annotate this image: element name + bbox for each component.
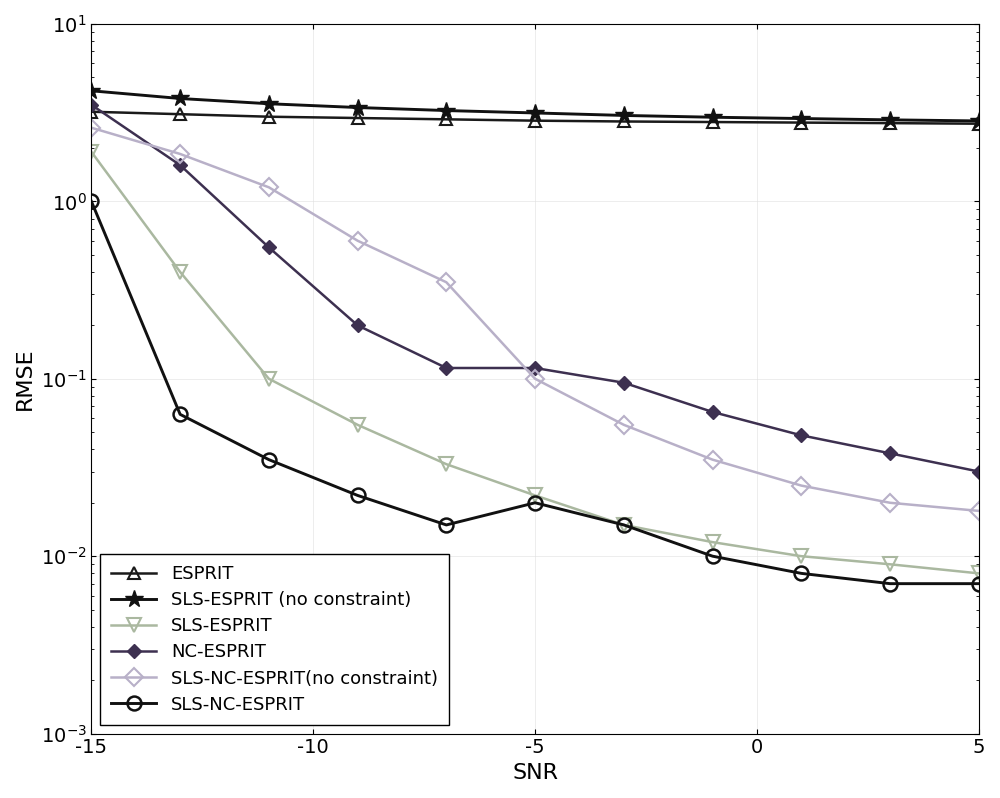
SLS-ESPRIT (no constraint) <box>973 117 985 126</box>
ESPRIT <box>795 118 807 128</box>
SLS-NC-ESPRIT <box>263 455 275 464</box>
SLS-NC-ESPRIT(no constraint) <box>795 480 807 490</box>
SLS-ESPRIT (no constraint) <box>263 99 275 109</box>
SLS-ESPRIT <box>884 559 896 569</box>
NC-ESPRIT <box>795 431 807 440</box>
SLS-ESPRIT (no constraint) <box>352 103 364 113</box>
SLS-NC-ESPRIT(no constraint) <box>263 183 275 192</box>
ESPRIT <box>440 115 452 124</box>
SLS-NC-ESPRIT(no constraint) <box>85 123 97 132</box>
SLS-NC-ESPRIT <box>973 579 985 588</box>
SLS-ESPRIT <box>352 420 364 429</box>
ESPRIT <box>263 112 275 121</box>
NC-ESPRIT <box>884 448 896 458</box>
NC-ESPRIT <box>263 243 275 252</box>
SLS-NC-ESPRIT <box>707 551 719 561</box>
SLS-ESPRIT <box>263 374 275 384</box>
NC-ESPRIT <box>529 363 541 373</box>
NC-ESPRIT <box>618 378 630 388</box>
SLS-NC-ESPRIT(no constraint) <box>973 506 985 516</box>
Line: SLS-ESPRIT: SLS-ESPRIT <box>84 145 986 580</box>
SLS-ESPRIT <box>85 147 97 156</box>
SLS-ESPRIT <box>795 551 807 561</box>
X-axis label: SNR: SNR <box>512 763 558 783</box>
SLS-ESPRIT <box>440 460 452 469</box>
SLS-NC-ESPRIT <box>795 569 807 579</box>
ESPRIT <box>973 119 985 128</box>
ESPRIT <box>707 117 719 127</box>
SLS-ESPRIT (no constraint) <box>795 114 807 124</box>
SLS-NC-ESPRIT(no constraint) <box>352 236 364 246</box>
SLS-NC-ESPRIT <box>352 491 364 500</box>
SLS-ESPRIT <box>973 569 985 579</box>
Line: SLS-NC-ESPRIT: SLS-NC-ESPRIT <box>84 195 986 591</box>
SLS-NC-ESPRIT <box>618 520 630 530</box>
SLS-NC-ESPRIT(no constraint) <box>440 278 452 287</box>
ESPRIT <box>884 118 896 128</box>
NC-ESPRIT <box>352 321 364 330</box>
NC-ESPRIT <box>85 100 97 109</box>
SLS-ESPRIT <box>707 537 719 547</box>
Legend: ESPRIT, SLS-ESPRIT (no constraint), SLS-ESPRIT, NC-ESPRIT, SLS-NC-ESPRIT(no cons: ESPRIT, SLS-ESPRIT (no constraint), SLS-… <box>100 555 449 725</box>
NC-ESPRIT <box>973 467 985 476</box>
SLS-ESPRIT (no constraint) <box>707 113 719 122</box>
NC-ESPRIT <box>174 160 186 170</box>
SLS-ESPRIT <box>529 491 541 500</box>
NC-ESPRIT <box>440 363 452 373</box>
Y-axis label: RMSE: RMSE <box>15 347 35 410</box>
Line: SLS-ESPRIT (no constraint): SLS-ESPRIT (no constraint) <box>82 81 988 130</box>
SLS-ESPRIT <box>618 520 630 530</box>
SLS-ESPRIT (no constraint) <box>85 86 97 96</box>
Line: SLS-NC-ESPRIT(no constraint): SLS-NC-ESPRIT(no constraint) <box>85 121 985 517</box>
SLS-NC-ESPRIT <box>174 409 186 419</box>
SLS-NC-ESPRIT(no constraint) <box>884 498 896 508</box>
ESPRIT <box>618 117 630 126</box>
SLS-NC-ESPRIT(no constraint) <box>174 149 186 159</box>
SLS-NC-ESPRIT(no constraint) <box>529 374 541 384</box>
ESPRIT <box>529 116 541 125</box>
SLS-NC-ESPRIT <box>884 579 896 588</box>
Line: ESPRIT: ESPRIT <box>85 105 985 130</box>
SLS-NC-ESPRIT <box>440 520 452 530</box>
SLS-ESPRIT (no constraint) <box>529 109 541 118</box>
SLS-NC-ESPRIT(no constraint) <box>618 420 630 429</box>
SLS-ESPRIT (no constraint) <box>884 115 896 124</box>
SLS-NC-ESPRIT <box>85 196 97 206</box>
ESPRIT <box>174 109 186 119</box>
ESPRIT <box>352 113 364 123</box>
SLS-ESPRIT (no constraint) <box>174 93 186 103</box>
ESPRIT <box>85 107 97 117</box>
SLS-ESPRIT <box>174 267 186 277</box>
Line: NC-ESPRIT: NC-ESPRIT <box>87 100 984 476</box>
NC-ESPRIT <box>707 407 719 417</box>
SLS-ESPRIT (no constraint) <box>440 106 452 116</box>
SLS-ESPRIT (no constraint) <box>618 111 630 120</box>
SLS-NC-ESPRIT(no constraint) <box>707 455 719 464</box>
SLS-NC-ESPRIT <box>529 498 541 508</box>
